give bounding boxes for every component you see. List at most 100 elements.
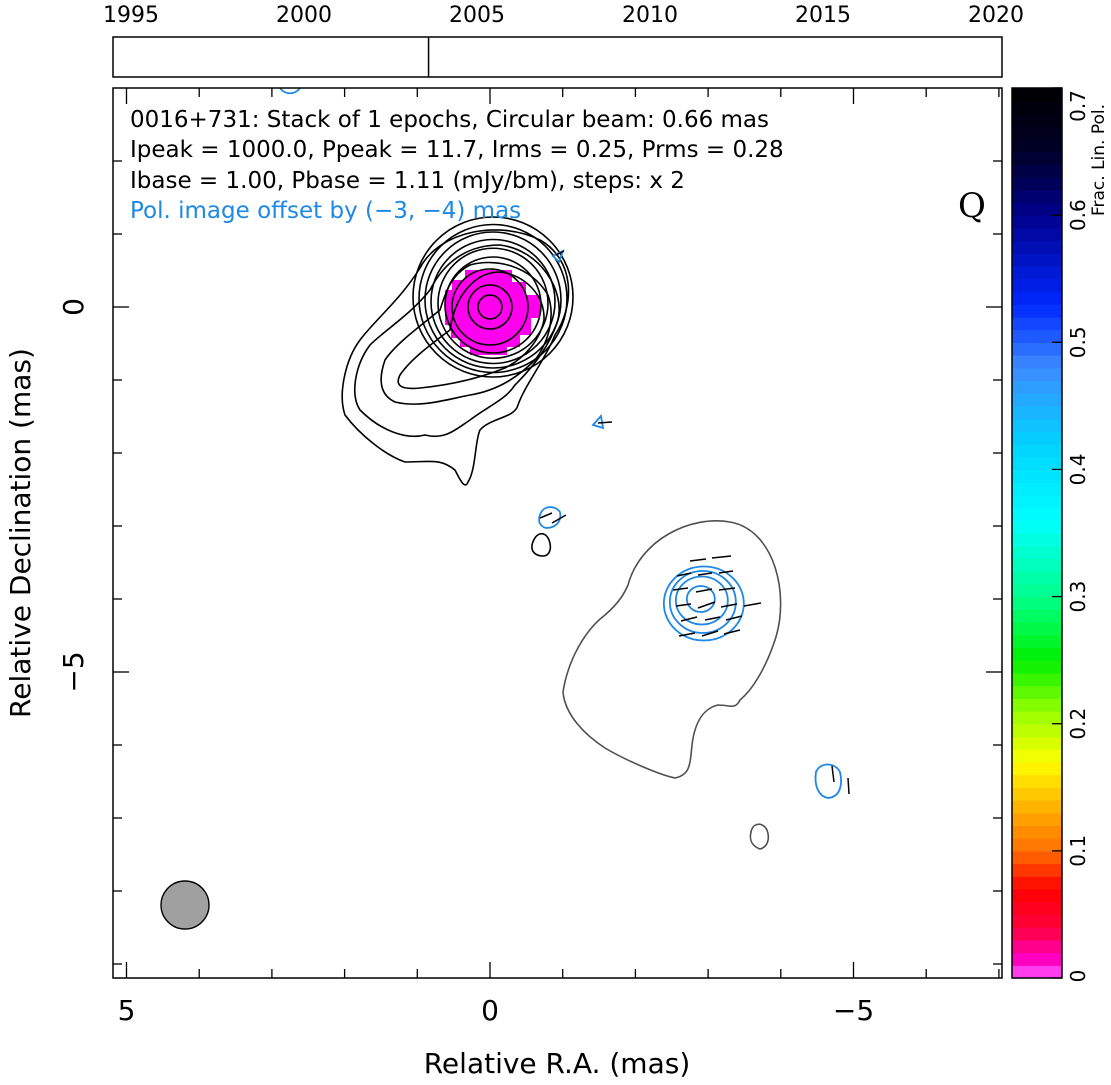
- colorbar-step: [1012, 558, 1062, 572]
- colorbar-step: [1012, 838, 1062, 852]
- colorbar-step: [1012, 889, 1062, 903]
- colorbar-step: [1012, 469, 1062, 483]
- colorbar-step: [1012, 431, 1062, 445]
- colorbar-step: [1012, 113, 1062, 127]
- colorbar-tick-label: 0.6: [1066, 199, 1090, 231]
- colorbar-step: [1012, 215, 1062, 229]
- colorbar-tick-label: 0: [1066, 970, 1090, 983]
- y-axis-title: Relative Declination (mas): [4, 348, 37, 718]
- colorbar-step: [1012, 965, 1062, 979]
- timeline-years: 1995 2000 2005 2010 2015 2020: [103, 3, 1024, 28]
- colorbar-step: [1012, 482, 1062, 496]
- colorbar-step: [1012, 393, 1062, 407]
- colorbar-step: [1012, 418, 1062, 432]
- colorbar-step: [1012, 278, 1062, 293]
- timeline-year-label: 2000: [276, 3, 332, 28]
- header-line-1: 0016+731: Stack of 1 epochs, Circular be…: [130, 107, 769, 133]
- colorbar-step: [1012, 240, 1062, 254]
- colorbar-step: [1012, 736, 1062, 750]
- colorbar-step: [1012, 647, 1062, 661]
- timeline-year-label: 1995: [103, 3, 159, 28]
- colorbar-label: Frac. Lin. Pol.: [1089, 104, 1109, 216]
- colorbar-step: [1012, 583, 1062, 598]
- jet-pol-contour-ring: [685, 585, 716, 613]
- colorbar-step: [1012, 177, 1062, 191]
- colorbar-step: [1012, 672, 1062, 687]
- beam-ellipse: [160, 880, 210, 930]
- colorbar-step: [1012, 749, 1062, 763]
- colorbar-step: [1012, 494, 1062, 509]
- colorbar-step: [1012, 126, 1062, 140]
- y-tick-label: −5: [57, 651, 90, 692]
- colorbar-step: [1012, 914, 1062, 928]
- colorbar-step: [1012, 266, 1062, 280]
- colorbar-step: [1012, 596, 1062, 610]
- timeline-strip: 1995 2000 2005 2010 2015 2020: [103, 3, 1024, 78]
- jet-pol-contours: [662, 565, 745, 642]
- colorbar-step: [1012, 660, 1062, 674]
- jet-pol-contour-ring: [674, 575, 729, 626]
- core-contour-ring: [467, 284, 513, 330]
- colorbar-step: [1012, 863, 1062, 877]
- colorbar-step: [1012, 723, 1062, 738]
- colorbar-step: [1012, 138, 1062, 153]
- colorbar-step: [1012, 189, 1062, 204]
- colorbar-step: [1012, 927, 1062, 941]
- colorbar-step: [1012, 876, 1062, 890]
- colorbar-step: [1012, 367, 1062, 382]
- plot-frame: [112, 87, 1003, 979]
- colorbar-step: [1012, 405, 1062, 420]
- timeline-year-label: 2020: [968, 3, 1024, 28]
- jet-faint-contour: [562, 520, 782, 779]
- colorbar-step: [1012, 634, 1062, 649]
- colorbar-tick-label: 0.2: [1066, 708, 1090, 740]
- core-contour-ring: [477, 294, 503, 320]
- core-contour-ring: [412, 216, 574, 378]
- colorbar-step: [1012, 812, 1062, 827]
- colorbar-step: [1012, 342, 1062, 356]
- timeline-year-label: 2015: [795, 3, 851, 28]
- colorbar-step: [1012, 787, 1062, 801]
- colorbar-step: [1012, 685, 1062, 699]
- colorbar-step: [1012, 507, 1062, 521]
- timeline-year-label: 2010: [622, 3, 678, 28]
- colorbar-step: [1012, 329, 1062, 343]
- jet-pol-contour-ring: [668, 570, 737, 634]
- map-content: [160, 88, 850, 930]
- colorbar-step: [1012, 545, 1062, 560]
- pol-blobs: [279, 88, 842, 799]
- colorbar-step: [1012, 355, 1062, 369]
- timeline-box: [112, 36, 1003, 78]
- colorbar-step: [1012, 456, 1062, 471]
- header-line-4: Pol. image offset by (−3, −4) mas: [130, 198, 521, 224]
- x-axis-title: Relative R.A. (mas): [424, 1047, 691, 1080]
- core-jet-contours: [341, 229, 570, 486]
- timeline-year-label: 2005: [449, 3, 505, 28]
- core-contour-ring: [451, 268, 529, 346]
- colorbar-step: [1012, 622, 1062, 636]
- core-contour-ring: [424, 231, 562, 369]
- x-tick-label: 0: [481, 994, 499, 1027]
- colorbar-step: [1012, 100, 1062, 115]
- colorbar-frame: [1011, 87, 1063, 979]
- colorbar-tick-label: 0.4: [1066, 454, 1090, 486]
- colorbar-step: [1012, 774, 1062, 788]
- faint-blob-2: [531, 532, 552, 557]
- colorbar-step: [1012, 253, 1062, 267]
- header-line-3: Ibase = 1.00, Pbase = 1.11 (mJy/bm), ste…: [130, 168, 685, 194]
- band-label: Q: [958, 186, 986, 226]
- colorbar-step: [1012, 444, 1062, 458]
- pol-vectors: [539, 250, 850, 795]
- colorbar-tick-label: 0.3: [1066, 581, 1090, 613]
- colorbar-ticks: 0 0.1 0.2 0.3 0.4 0.5 0.6 0.7: [1052, 87, 1090, 983]
- colorbar-tick-label: 0.1: [1066, 835, 1090, 867]
- colorbar-step: [1012, 850, 1062, 865]
- colorbar-tick-label: 0.7: [1066, 90, 1090, 122]
- colorbar-step: [1012, 761, 1062, 776]
- colorbar-step: [1012, 800, 1062, 814]
- colorbar-step: [1012, 711, 1062, 725]
- colorbar-tick-label: 0.5: [1066, 326, 1090, 358]
- jet-pol-contour-ring: [662, 565, 745, 642]
- colorbar-step: [1012, 202, 1062, 216]
